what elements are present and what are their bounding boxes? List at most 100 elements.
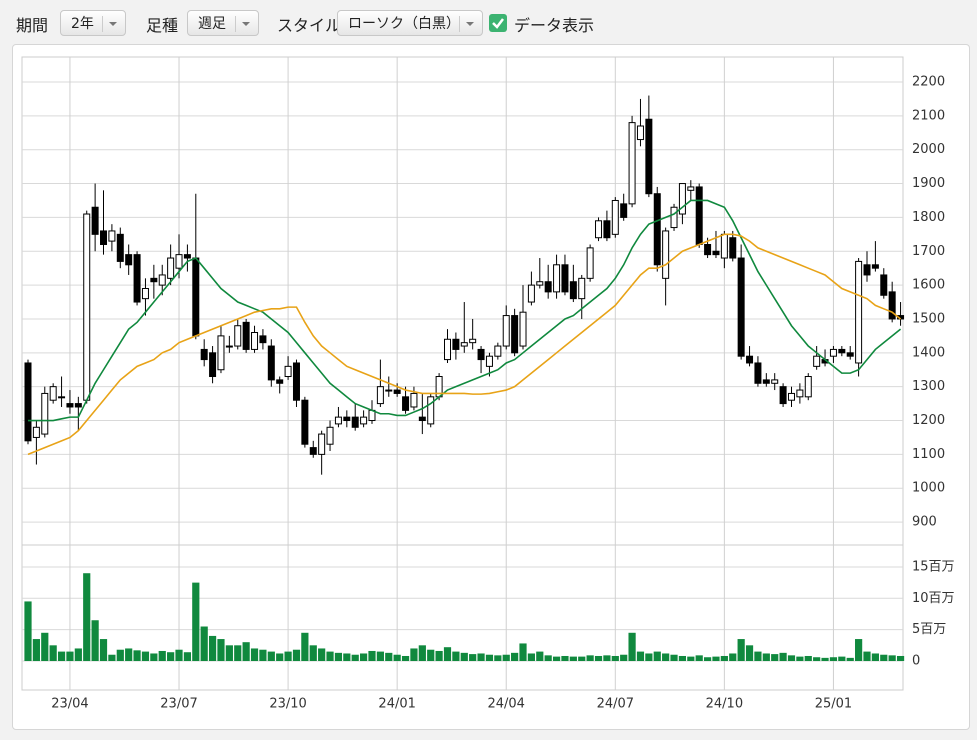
volume-bar (720, 655, 728, 661)
candle-body (670, 206, 678, 229)
candle-body (217, 335, 225, 371)
bar-select[interactable]: 週足 (187, 10, 259, 36)
x-tick-label: 25/01 (815, 697, 852, 712)
volume-bar (318, 648, 326, 661)
y-tick-label: 1900 (912, 176, 945, 191)
candle-body (712, 250, 720, 256)
volume-bar (343, 653, 351, 661)
volume-bar (745, 645, 754, 661)
volume-bar (150, 653, 158, 661)
candle-body (234, 325, 242, 347)
label: 足種 (146, 16, 179, 35)
candle-body (83, 213, 91, 401)
candle-body (779, 386, 787, 405)
checkbox[interactable] (489, 14, 507, 32)
volume-bar (167, 652, 175, 661)
candle-body (519, 311, 527, 347)
volume-bar (737, 639, 745, 661)
candle-body (838, 348, 846, 354)
candle-body (410, 392, 418, 408)
volume-bar (880, 654, 888, 661)
volume-bar (242, 642, 250, 661)
volume-bar (183, 652, 192, 661)
volume-bar (141, 651, 150, 661)
candle-body (553, 264, 561, 293)
toolbar: 期間 2年 足種 週足 スタイル ローソク（白黒） データ表示 (0, 0, 977, 44)
volume-bar (804, 655, 812, 661)
volume-bar (435, 650, 443, 661)
x-tick-label: 23/07 (160, 697, 197, 712)
volume-bar (896, 655, 905, 661)
candle-body (385, 389, 393, 392)
candle-body (276, 379, 284, 384)
candle-body (402, 396, 410, 411)
candle-body (343, 416, 351, 422)
candle-body (74, 403, 82, 408)
volume-bar (427, 649, 435, 661)
candle-body (804, 376, 812, 398)
candle-body (855, 260, 863, 364)
candle-body (628, 122, 636, 205)
volume-bar (603, 655, 611, 661)
x-tick-label: 24/04 (487, 697, 524, 712)
volume-bar (502, 654, 510, 661)
candle-body (662, 230, 670, 279)
volume-bar (301, 632, 309, 661)
x-tick-label: 24/07 (597, 697, 634, 712)
candle-body (871, 264, 879, 269)
volume-bar (712, 656, 720, 661)
candle-body (846, 352, 854, 357)
candle-body (477, 348, 485, 361)
volume-bar (787, 655, 796, 661)
candle-body (32, 426, 40, 438)
volume-bar (662, 653, 670, 661)
candle-body (427, 396, 435, 425)
candle-body (603, 220, 611, 239)
volume-bar (829, 657, 838, 661)
volume-bar (284, 651, 292, 661)
candle-body (494, 345, 502, 357)
x-tick-label: 24/10 (706, 697, 743, 712)
volume-bar (351, 654, 359, 661)
volume-bar (477, 653, 485, 661)
candle-body (469, 338, 477, 344)
volume-bar (368, 650, 376, 661)
candle-body (502, 315, 510, 347)
volume-bar (813, 657, 821, 661)
volume-bar (687, 656, 695, 661)
volume-bar (175, 649, 183, 661)
plot-frame (21, 56, 904, 691)
volume-bar (779, 652, 787, 661)
candle-body (636, 125, 644, 141)
candle-body (192, 257, 200, 337)
volume-bar (259, 649, 267, 661)
volume-bar (527, 653, 535, 661)
volume-bar (452, 651, 460, 661)
candle-body (116, 233, 124, 262)
volume-bar (376, 651, 384, 661)
volume-bar (561, 655, 569, 661)
candle-body (66, 403, 74, 408)
volume-bar (469, 654, 477, 661)
volume-bar (494, 655, 502, 661)
candle-body (251, 332, 259, 350)
period-select[interactable]: 2年 (60, 10, 126, 36)
volume-bar (234, 645, 242, 661)
volume-bar (83, 573, 91, 661)
candle-body (485, 355, 493, 367)
volume-bar (410, 648, 418, 661)
candle-body (829, 348, 837, 357)
volume-bar (309, 645, 317, 661)
candle-body (100, 230, 108, 245)
x-tick-label: 23/10 (269, 697, 306, 712)
candle-body (267, 345, 275, 381)
candle-body (301, 399, 309, 445)
volume-bar (326, 651, 334, 661)
volume-bar (334, 652, 343, 661)
volume-bar (385, 652, 393, 661)
volume-bar (511, 652, 519, 661)
candle-body (746, 355, 754, 364)
candle-body (695, 186, 703, 245)
y-tick-label: 1500 (912, 311, 945, 326)
style-select[interactable]: ローソク（白黒） (337, 10, 483, 36)
